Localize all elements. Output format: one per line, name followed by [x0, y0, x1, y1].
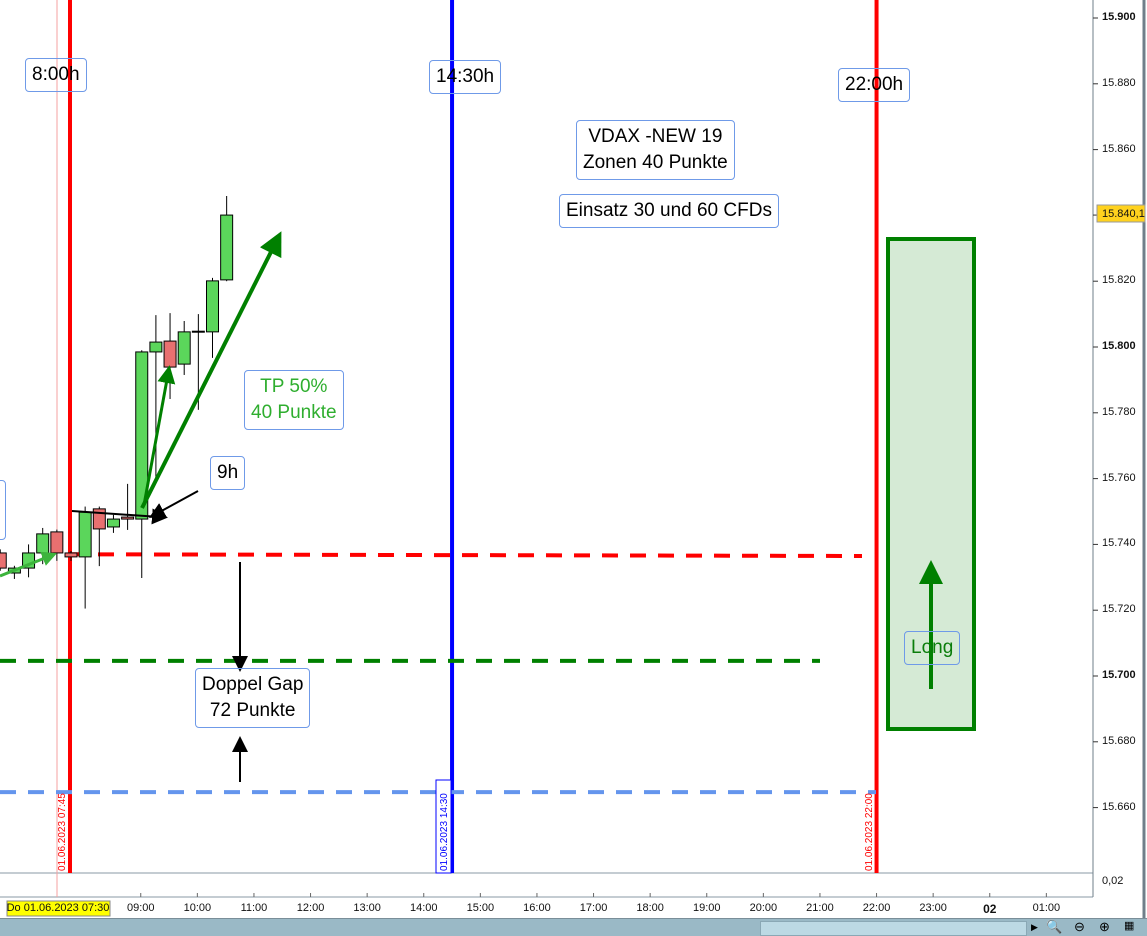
green-arrow-short[interactable] [142, 365, 176, 506]
vertical-line-label: 01.06.2023 14:30 [439, 793, 451, 871]
candle[interactable] [64, 550, 78, 561]
y-tick-label: 15.900 [1102, 11, 1136, 23]
zones-text: Zonen 40 Punkte [583, 152, 728, 173]
y-tick-label: 15.700 [1102, 669, 1136, 681]
x-tick-label: 22:00 [862, 902, 891, 914]
nine-note[interactable]: 9h [210, 456, 246, 490]
y-tick-label: 15.800 [1102, 340, 1136, 352]
nine-arrow[interactable] [148, 490, 199, 518]
candle-body [0, 552, 7, 569]
tp-note[interactable]: TP 50% 40 Punkte [244, 370, 344, 430]
y-tick-label: 15.820 [1102, 274, 1136, 287]
x-tick-label: 13:00 [353, 902, 381, 914]
x-tick-label: 15:00 [466, 902, 495, 914]
y-tick-label: 15.680 [1102, 734, 1136, 747]
candle[interactable] [106, 514, 120, 533]
label-8h[interactable]: 8:00h [25, 58, 87, 92]
label-1430h[interactable]: 14:30h [429, 60, 502, 94]
candle-body [64, 552, 78, 558]
x-tick-label: 20:00 [749, 902, 778, 914]
level-line-0[interactable] [69, 552, 863, 558]
x-tick-label: 02 [983, 902, 997, 916]
einsatz-note[interactable]: Einsatz 30 und 60 CFDs [559, 194, 779, 228]
candle[interactable] [0, 549, 7, 571]
gap-line2: 72 Punkte [209, 700, 296, 721]
candle[interactable] [121, 483, 135, 530]
x-tick-label: 19:00 [692, 902, 721, 914]
y-tick-label: 15.740 [1102, 537, 1136, 550]
green-arrow-long[interactable] [140, 231, 282, 509]
tp-line2: 40 Punkte [251, 402, 337, 423]
black-line-arrow[interactable] [71, 508, 168, 525]
horizontal-scrollbar[interactable] [0, 918, 1147, 936]
green-arrow-left[interactable] [0, 551, 57, 578]
candle[interactable] [220, 195, 234, 282]
candle-body [149, 341, 163, 353]
candle[interactable] [92, 506, 106, 567]
gap-note[interactable]: Doppel Gap 72 Punkte [195, 668, 311, 728]
zoom-in-icon[interactable]: ⊕ [1099, 919, 1110, 934]
x-tick-label: 17:00 [579, 902, 608, 914]
candle[interactable] [163, 313, 177, 399]
x-tick-label: 18:00 [636, 902, 664, 914]
vline-label-box [435, 779, 452, 874]
y-tick-label: 15.860 [1102, 142, 1136, 155]
candle[interactable] [149, 315, 163, 479]
candle-body [191, 330, 205, 333]
cursor-date-label: Do 01.06.2023 07:30 [6, 902, 110, 914]
x-tick-label: 23:00 [919, 902, 947, 914]
candle[interactable] [135, 350, 149, 578]
x-tick-label: 11:00 [240, 902, 268, 914]
candle-body [206, 280, 219, 333]
candle-body [50, 531, 64, 554]
candle-body [36, 533, 50, 554]
y-tick-label: 15.840,1 [1102, 208, 1145, 221]
candle-body [163, 340, 177, 368]
y-tick-label: 15.780 [1102, 405, 1136, 418]
candle[interactable] [78, 506, 92, 609]
x-tick-label: 12:00 [296, 902, 325, 914]
partial-note[interactable] [0, 480, 6, 540]
x-tick-label: 09:00 [126, 902, 155, 914]
label-22h[interactable]: 22:00h [838, 68, 911, 102]
x-tick-label: 16:00 [523, 902, 551, 914]
candle-body [106, 518, 120, 528]
candle-body [135, 351, 149, 520]
vdax-text: VDAX -NEW 19 [588, 126, 723, 147]
vertical-line-label: 01.06.2023 07:45 [57, 793, 68, 871]
y-tick-label: 15.720 [1102, 603, 1136, 616]
candle-body [220, 214, 234, 281]
candle[interactable] [177, 321, 191, 375]
candle-body [121, 516, 135, 520]
scroll-right-icon[interactable]: ▶ [1031, 922, 1038, 932]
candle[interactable] [206, 277, 219, 358]
vertical-line-label: 01.06.2023 22:00 [863, 793, 875, 871]
toolbar-menu-icon[interactable]: ▦ [1124, 920, 1135, 932]
candle-body [78, 511, 92, 558]
cursor-date-marker [6, 900, 111, 917]
y-tick-label: 15.760 [1102, 471, 1136, 484]
y-tick-label: 15.880 [1102, 76, 1136, 89]
vdax-note[interactable]: VDAX -NEW 19 Zonen 40 Punkte [576, 120, 735, 180]
y-tick-label: 15.660 [1102, 800, 1136, 813]
zoom-out-icon[interactable]: ⊖ [1074, 919, 1085, 934]
x-tick-label: 14:00 [409, 902, 438, 914]
indicator-value: 0,02 [1102, 875, 1124, 887]
scrollbar-thumb[interactable] [760, 921, 1027, 936]
x-tick-label: 10:00 [183, 902, 212, 914]
tp-line1: TP 50% [260, 376, 328, 397]
candle[interactable] [22, 544, 36, 578]
zoom-fit-icon[interactable]: 🔍 [1046, 919, 1063, 934]
x-tick-label: 21:00 [806, 902, 834, 914]
gap-line1: Doppel Gap [202, 674, 304, 695]
x-tick-label: 01:00 [1032, 902, 1061, 914]
long-note[interactable]: Long [904, 631, 961, 665]
candle-body [177, 331, 191, 365]
candle[interactable] [50, 529, 64, 561]
current-price-marker [1096, 204, 1146, 223]
